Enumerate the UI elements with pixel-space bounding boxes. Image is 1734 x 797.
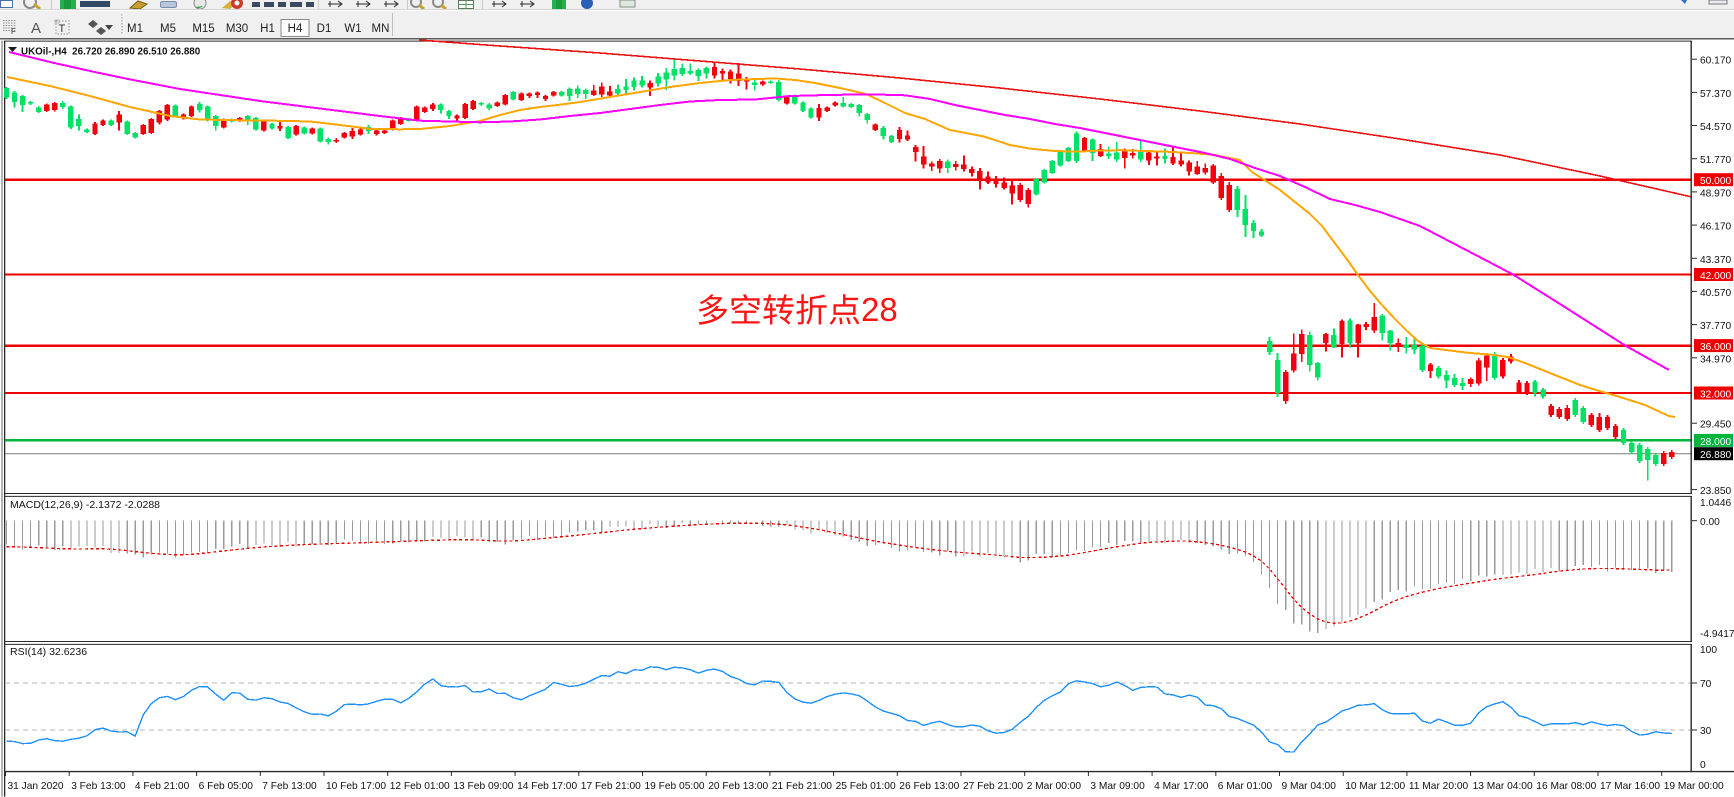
svg-text:23.850: 23.850 bbox=[1700, 486, 1731, 497]
svg-text:10 Mar 12:00: 10 Mar 12:00 bbox=[1345, 781, 1405, 792]
svg-text:30: 30 bbox=[1700, 726, 1712, 737]
svg-text:T: T bbox=[59, 23, 66, 35]
svg-text:0.00: 0.00 bbox=[1700, 517, 1720, 528]
svg-text:26 Feb 13:00: 26 Feb 13:00 bbox=[899, 781, 959, 792]
svg-text:40.570: 40.570 bbox=[1700, 288, 1731, 299]
svg-text:12 Feb 01:00: 12 Feb 01:00 bbox=[390, 781, 450, 792]
svg-text:3 Mar 09:00: 3 Mar 09:00 bbox=[1090, 781, 1145, 792]
svg-text:70: 70 bbox=[1700, 679, 1712, 690]
svg-text:-4.9417: -4.9417 bbox=[1700, 629, 1734, 640]
svg-text:3 Feb 13:00: 3 Feb 13:00 bbox=[71, 781, 126, 792]
svg-text:MACD(12,26,9) -2.1372 -2.0288: MACD(12,26,9) -2.1372 -2.0288 bbox=[10, 499, 160, 511]
svg-text:25 Feb 01:00: 25 Feb 01:00 bbox=[836, 781, 896, 792]
svg-text:34.970: 34.970 bbox=[1700, 354, 1731, 365]
svg-text:M30: M30 bbox=[226, 23, 248, 35]
svg-text:37.770: 37.770 bbox=[1700, 321, 1731, 332]
svg-text:1.0446: 1.0446 bbox=[1700, 498, 1731, 509]
svg-text:13 Feb 09:00: 13 Feb 09:00 bbox=[453, 781, 513, 792]
svg-text:57.370: 57.370 bbox=[1700, 89, 1731, 100]
svg-text:36.000: 36.000 bbox=[1700, 342, 1731, 353]
svg-text:60.170: 60.170 bbox=[1700, 56, 1731, 67]
svg-text:W1: W1 bbox=[344, 23, 361, 35]
svg-text:54.570: 54.570 bbox=[1700, 122, 1731, 133]
svg-text:31 Jan 2020: 31 Jan 2020 bbox=[8, 781, 64, 792]
svg-text:51.770: 51.770 bbox=[1700, 155, 1731, 166]
svg-text:20 Feb 13:00: 20 Feb 13:00 bbox=[708, 781, 768, 792]
svg-text:28.000: 28.000 bbox=[1700, 437, 1731, 448]
svg-text:M1: M1 bbox=[127, 23, 143, 35]
svg-text:9 Mar 04:00: 9 Mar 04:00 bbox=[1282, 781, 1337, 792]
svg-text:F: F bbox=[11, 27, 16, 36]
svg-text:RSI(14) 32.6236: RSI(14) 32.6236 bbox=[10, 646, 87, 658]
svg-text:10 Feb 17:00: 10 Feb 17:00 bbox=[326, 781, 386, 792]
svg-text:13 Mar 04:00: 13 Mar 04:00 bbox=[1473, 781, 1533, 792]
svg-text:16 Mar 08:00: 16 Mar 08:00 bbox=[1536, 781, 1596, 792]
svg-text:M15: M15 bbox=[192, 23, 214, 35]
svg-text:32.000: 32.000 bbox=[1700, 390, 1731, 401]
svg-text:6 Feb 05:00: 6 Feb 05:00 bbox=[199, 781, 254, 792]
svg-text:50.000: 50.000 bbox=[1700, 176, 1731, 187]
svg-text:26.880: 26.880 bbox=[1700, 450, 1731, 461]
svg-text:H1: H1 bbox=[260, 23, 275, 35]
svg-text:46.170: 46.170 bbox=[1700, 222, 1731, 233]
svg-text:19 Feb 05:00: 19 Feb 05:00 bbox=[645, 781, 705, 792]
svg-text:4 Feb 21:00: 4 Feb 21:00 bbox=[135, 781, 190, 792]
svg-text:17 Feb 21:00: 17 Feb 21:00 bbox=[581, 781, 641, 792]
svg-text:MN: MN bbox=[372, 23, 390, 35]
svg-text:4 Mar 17:00: 4 Mar 17:00 bbox=[1154, 781, 1209, 792]
svg-text:D1: D1 bbox=[317, 23, 332, 35]
svg-text:14 Feb 17:00: 14 Feb 17:00 bbox=[517, 781, 577, 792]
svg-text:M5: M5 bbox=[160, 23, 176, 35]
svg-text:UKOil-,H4 26.720 26.890 26.51: UKOil-,H4 26.720 26.890 26.510 26.880 bbox=[21, 47, 201, 58]
svg-text:21 Feb 21:00: 21 Feb 21:00 bbox=[772, 781, 832, 792]
svg-text:2 Mar 00:00: 2 Mar 00:00 bbox=[1027, 781, 1082, 792]
svg-text:100: 100 bbox=[1700, 645, 1717, 656]
svg-text:H4: H4 bbox=[288, 23, 303, 35]
svg-text:29.450: 29.450 bbox=[1700, 420, 1731, 431]
svg-text:17 Mar 16:00: 17 Mar 16:00 bbox=[1600, 781, 1660, 792]
svg-text:43.370: 43.370 bbox=[1700, 255, 1731, 266]
svg-text:11 Mar 20:00: 11 Mar 20:00 bbox=[1409, 781, 1469, 792]
svg-text:7 Feb 13:00: 7 Feb 13:00 bbox=[262, 781, 317, 792]
svg-text:6 Mar 01:00: 6 Mar 01:00 bbox=[1218, 781, 1273, 792]
svg-text:48.970: 48.970 bbox=[1700, 188, 1731, 199]
svg-text:42.000: 42.000 bbox=[1700, 271, 1731, 282]
svg-text:A: A bbox=[31, 20, 41, 37]
svg-text:27 Feb 21:00: 27 Feb 21:00 bbox=[963, 781, 1023, 792]
svg-text:19 Mar 00:00: 19 Mar 00:00 bbox=[1664, 781, 1724, 792]
svg-text:28: 28 bbox=[861, 291, 898, 328]
svg-text:0: 0 bbox=[1700, 760, 1706, 771]
